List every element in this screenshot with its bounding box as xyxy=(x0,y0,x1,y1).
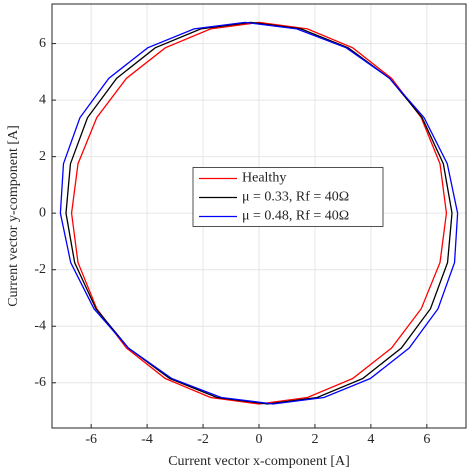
y-axis-label: Current vector y-component [A] xyxy=(6,125,21,307)
y-tick-label: 0 xyxy=(39,205,46,220)
y-tick-label: -2 xyxy=(34,262,46,277)
x-tick-label: 6 xyxy=(423,432,430,447)
x-axis-label: Current vector x-component [A] xyxy=(168,454,350,469)
legend-label: Healthy xyxy=(242,171,286,186)
series-line xyxy=(70,21,448,405)
y-tick-label: -6 xyxy=(34,375,46,390)
x-tick-label: -6 xyxy=(85,432,97,447)
y-tick-label: -4 xyxy=(34,318,46,333)
legend: Healthy μ = 0.33, Rf = 40Ω μ = 0.48, Rf = … xyxy=(192,167,384,227)
x-tick-label: 2 xyxy=(311,432,318,447)
y-tick-label: 6 xyxy=(39,36,46,51)
plot-area xyxy=(59,21,459,405)
legend-label: μ = 0.48, Rf = 40Ω xyxy=(242,209,349,224)
x-tick-label: 0 xyxy=(256,432,263,447)
y-tick-label: 2 xyxy=(39,149,46,164)
x-tick-label: 4 xyxy=(367,432,374,447)
y-tick-label: 4 xyxy=(39,92,46,107)
series-line xyxy=(65,21,453,405)
series-line xyxy=(59,21,459,405)
x-tick-label: -4 xyxy=(141,432,153,447)
axes-box xyxy=(51,3,467,429)
x-tick-label: -2 xyxy=(197,432,209,447)
legend-label: μ = 0.33, Rf = 40Ω xyxy=(242,190,349,205)
